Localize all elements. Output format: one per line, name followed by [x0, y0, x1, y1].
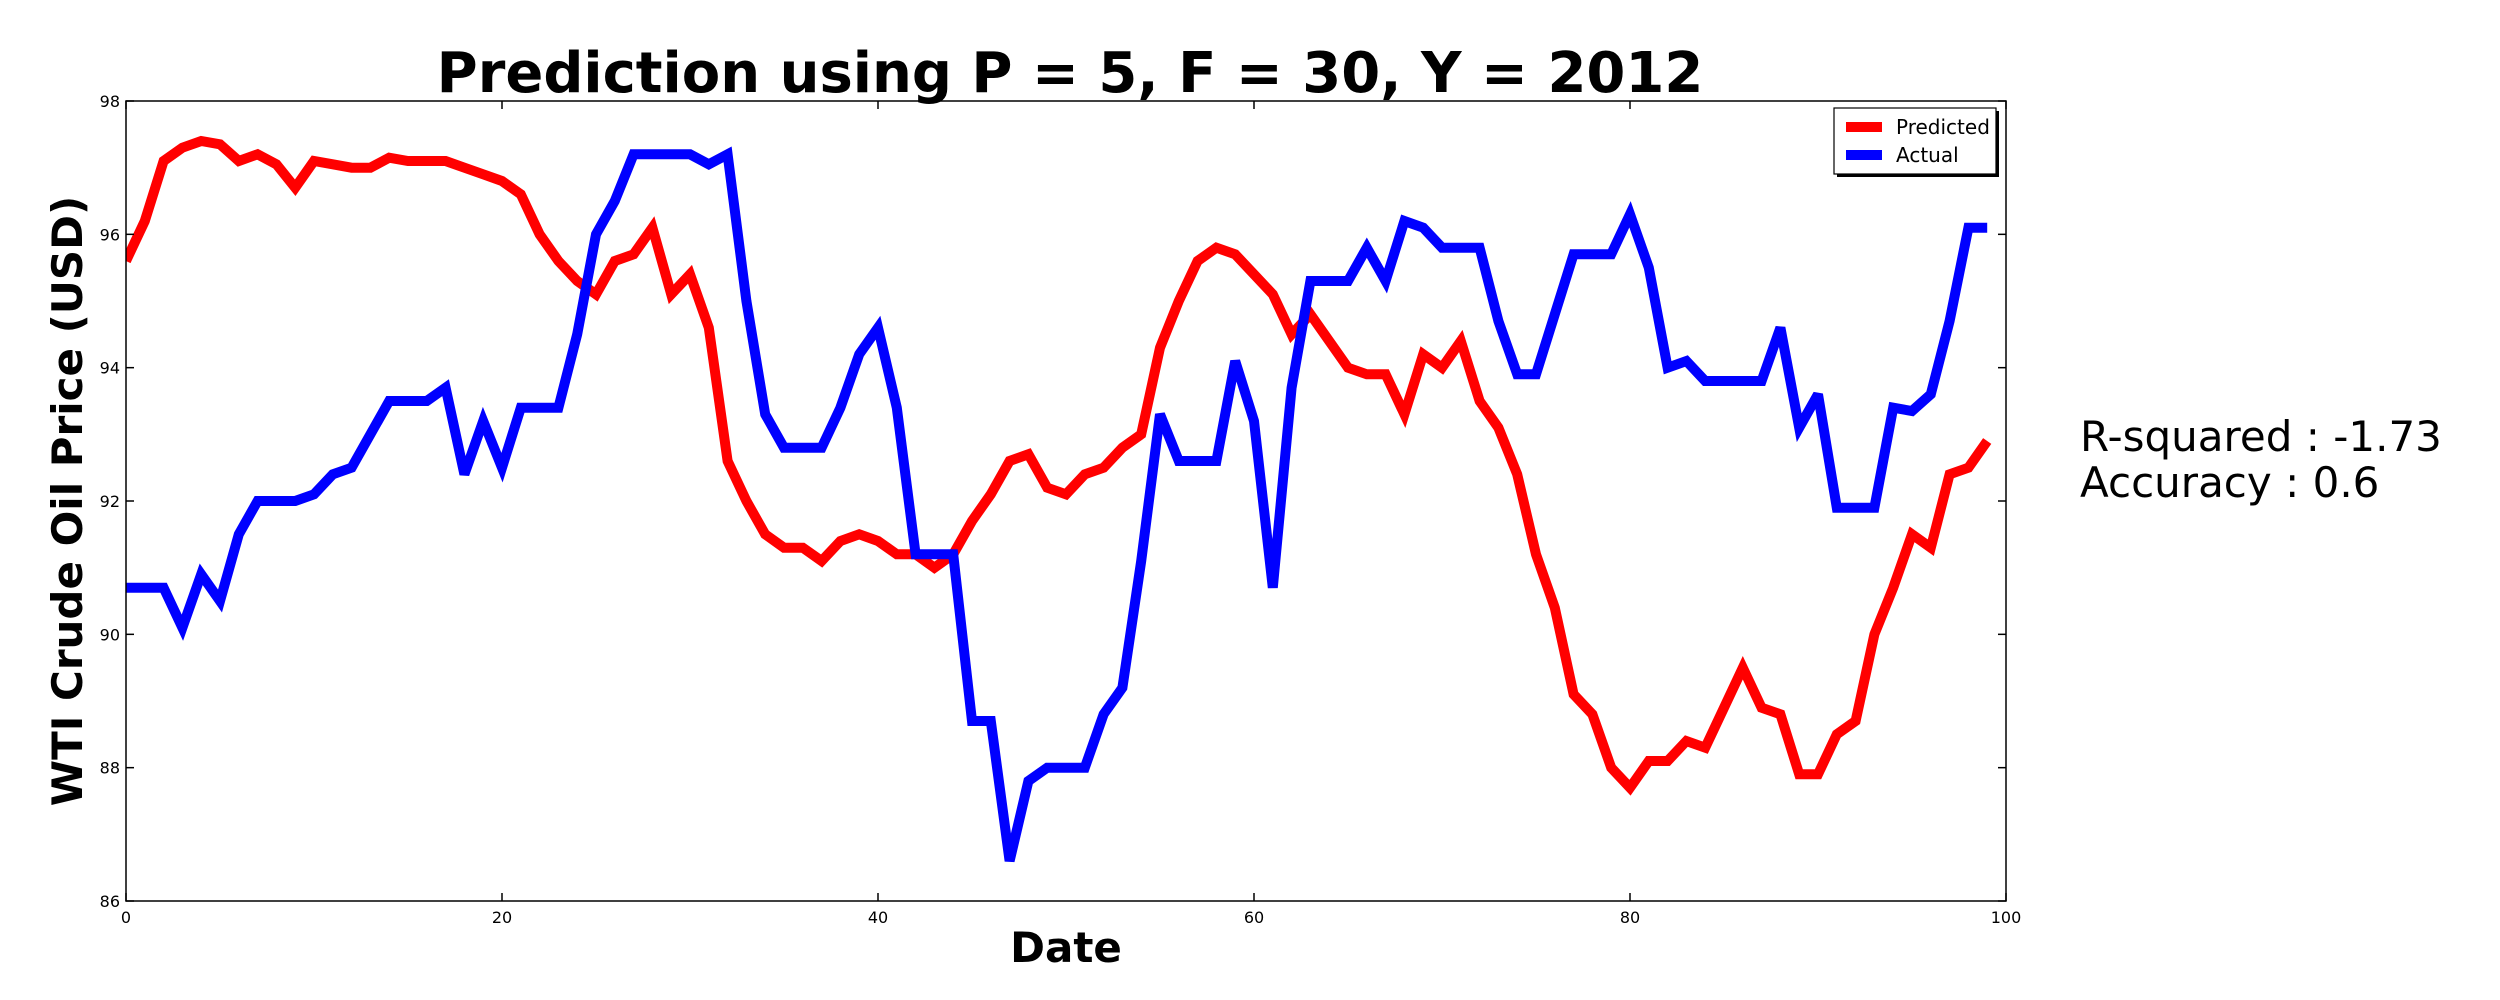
x-tick-label: 0 [121, 908, 131, 927]
x-tick-label: 40 [868, 908, 888, 927]
legend-label-actual: Actual [1896, 143, 1959, 167]
x-tick-label: 80 [1620, 908, 1640, 927]
legend-label-predicted: Predicted [1896, 115, 1990, 139]
y-tick-label: 88 [100, 759, 120, 778]
series-layer [126, 135, 1992, 863]
y-tick-label: 94 [100, 359, 120, 378]
series-line-actual [126, 146, 1988, 863]
y-tick-label: 92 [100, 492, 120, 511]
plot-frame [125, 100, 2007, 902]
r-squared-text: R-squared : -1.73 [2080, 412, 2442, 461]
legend-box [1833, 107, 1997, 175]
y-axis-ticks: 86 88 90 92 94 96 98 [100, 92, 2006, 911]
x-axis-ticks: 0 20 40 60 80 100 [121, 101, 2021, 927]
plot-area: 0 20 40 60 80 100 86 88 90 92 94 96 98 [100, 92, 2022, 927]
legend: Predicted Actual [1833, 107, 1999, 177]
y-tick-label: 98 [100, 92, 120, 111]
x-tick-label: 60 [1244, 908, 1264, 927]
x-tick-label: 20 [492, 908, 512, 927]
y-tick-label: 90 [100, 625, 120, 644]
y-tick-label: 86 [100, 892, 120, 911]
x-tick-label: 100 [1991, 908, 2022, 927]
y-axis-label: WTI Crude Oil Price (USD) [43, 196, 92, 806]
stats-annotation: R-squared : -1.73 Accuracy : 0.6 [2080, 414, 2442, 506]
series-line-predicted [126, 135, 1992, 796]
accuracy-text: Accuracy : 0.6 [2080, 458, 2380, 507]
x-axis-label: Date [1010, 923, 1122, 972]
y-tick-label: 96 [100, 225, 120, 244]
chart-title: Prediction using P = 5, F = 30, Y = 2012 [437, 41, 1704, 106]
